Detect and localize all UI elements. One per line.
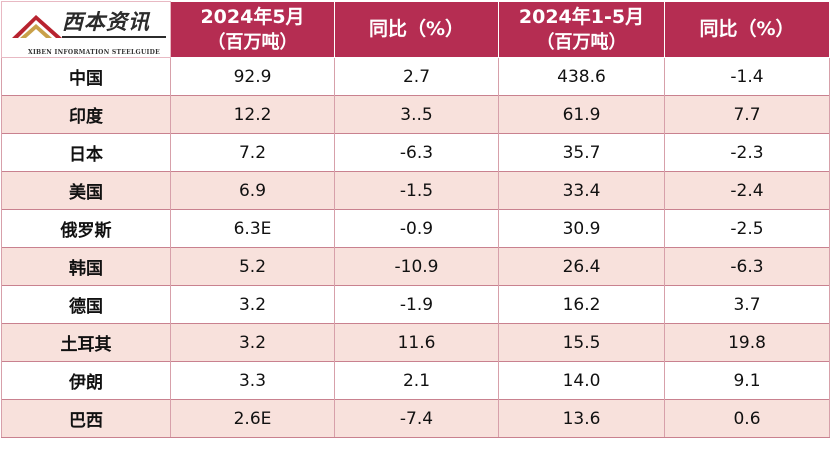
table-row: 韩国 5.2 -10.9 26.4 -6.3 bbox=[1, 247, 830, 286]
may-yoy-cell: 11.6 bbox=[334, 323, 499, 362]
ytd-yoy-cell: 19.8 bbox=[664, 323, 830, 362]
may-output-cell: 6.3E bbox=[170, 209, 335, 248]
country-cell: 俄罗斯 bbox=[1, 209, 171, 248]
logo-english-text: XIBEN INFORMATION STEELGUIDE bbox=[28, 40, 160, 65]
logo-english-small: STEELGUIDE bbox=[111, 48, 160, 56]
ytd-yoy-cell: 0.6 bbox=[664, 399, 830, 438]
country-cell: 伊朗 bbox=[1, 361, 171, 400]
ytd-yoy-cell: -2.5 bbox=[664, 209, 830, 248]
may-yoy-cell: -1.9 bbox=[334, 285, 499, 324]
ytd-output-cell: 33.4 bbox=[498, 171, 665, 210]
roof-logo-icon bbox=[12, 14, 62, 38]
table-row: 德国 3.2 -1.9 16.2 3.7 bbox=[1, 285, 830, 324]
logo-underline bbox=[62, 35, 166, 38]
ytd-output-cell: 15.5 bbox=[498, 323, 665, 362]
may-yoy-cell: -10.9 bbox=[334, 247, 499, 286]
country-cell: 巴西 bbox=[1, 399, 171, 438]
ytd-output-cell: 26.4 bbox=[498, 247, 665, 286]
may-output-cell: 3.3 bbox=[170, 361, 335, 400]
ytd-yoy-cell: -6.3 bbox=[664, 247, 830, 286]
may-output-cell: 3.2 bbox=[170, 323, 335, 362]
header-ytd-output: 2024年1-5月 （百万吨） bbox=[498, 1, 665, 58]
logo-english-main: XIBEN INFORMATION bbox=[28, 48, 110, 56]
header-may-line1: 2024年5月 bbox=[200, 5, 305, 28]
ytd-output-cell: 16.2 bbox=[498, 285, 665, 324]
may-output-cell: 12.2 bbox=[170, 95, 335, 134]
may-yoy-cell: -0.9 bbox=[334, 209, 499, 248]
may-yoy-cell: -1.5 bbox=[334, 171, 499, 210]
logo-cell: 西本资讯 XIBEN INFORMATION STEELGUIDE bbox=[1, 1, 171, 58]
country-cell: 德国 bbox=[1, 285, 171, 324]
ytd-output-cell: 438.6 bbox=[498, 57, 665, 96]
ytd-yoy-cell: -2.3 bbox=[664, 133, 830, 172]
ytd-output-cell: 35.7 bbox=[498, 133, 665, 172]
may-yoy-cell: 2.1 bbox=[334, 361, 499, 400]
table-row: 印度 12.2 3..5 61.9 7.7 bbox=[1, 95, 830, 134]
header-may-line2: （百万吨） bbox=[207, 31, 298, 53]
header-ytd-line1: 2024年1-5月 bbox=[518, 5, 645, 28]
header-ytd-yoy: 同比（%） bbox=[664, 1, 830, 58]
table-header-row: 西本资讯 XIBEN INFORMATION STEELGUIDE 2024年5… bbox=[1, 1, 830, 58]
country-cell: 美国 bbox=[1, 171, 171, 210]
header-ytd-line2: （百万吨） bbox=[536, 31, 627, 53]
ytd-yoy-cell: 9.1 bbox=[664, 361, 830, 400]
may-output-cell: 2.6E bbox=[170, 399, 335, 438]
country-cell: 土耳其 bbox=[1, 323, 171, 362]
may-output-cell: 7.2 bbox=[170, 133, 335, 172]
may-yoy-cell: 3..5 bbox=[334, 95, 499, 134]
ytd-output-cell: 14.0 bbox=[498, 361, 665, 400]
table-row: 巴西 2.6E -7.4 13.6 0.6 bbox=[1, 399, 830, 438]
ytd-output-cell: 13.6 bbox=[498, 399, 665, 438]
logo-chinese-text: 西本资讯 bbox=[62, 8, 150, 34]
may-output-cell: 3.2 bbox=[170, 285, 335, 324]
ytd-yoy-cell: -1.4 bbox=[664, 57, 830, 96]
may-output-cell: 92.9 bbox=[170, 57, 335, 96]
may-yoy-cell: -6.3 bbox=[334, 133, 499, 172]
header-may-yoy: 同比（%） bbox=[334, 1, 499, 58]
table-row: 伊朗 3.3 2.1 14.0 9.1 bbox=[1, 361, 830, 400]
steel-output-table: 西本资讯 XIBEN INFORMATION STEELGUIDE 2024年5… bbox=[1, 1, 830, 438]
may-yoy-cell: -7.4 bbox=[334, 399, 499, 438]
header-may-output: 2024年5月 （百万吨） bbox=[170, 1, 335, 58]
table-row: 俄罗斯 6.3E -0.9 30.9 -2.5 bbox=[1, 209, 830, 248]
country-cell: 日本 bbox=[1, 133, 171, 172]
table-row: 中国 92.9 2.7 438.6 -1.4 bbox=[1, 57, 830, 96]
may-yoy-cell: 2.7 bbox=[334, 57, 499, 96]
table-row: 日本 7.2 -6.3 35.7 -2.3 bbox=[1, 133, 830, 172]
ytd-yoy-cell: -2.4 bbox=[664, 171, 830, 210]
may-output-cell: 5.2 bbox=[170, 247, 335, 286]
country-cell: 韩国 bbox=[1, 247, 171, 286]
table-row: 土耳其 3.2 11.6 15.5 19.8 bbox=[1, 323, 830, 362]
ytd-yoy-cell: 3.7 bbox=[664, 285, 830, 324]
ytd-yoy-cell: 7.7 bbox=[664, 95, 830, 134]
table-row: 美国 6.9 -1.5 33.4 -2.4 bbox=[1, 171, 830, 210]
xiben-logo: 西本资讯 XIBEN INFORMATION STEELGUIDE bbox=[6, 7, 166, 56]
ytd-output-cell: 61.9 bbox=[498, 95, 665, 134]
may-output-cell: 6.9 bbox=[170, 171, 335, 210]
country-cell: 印度 bbox=[1, 95, 171, 134]
ytd-output-cell: 30.9 bbox=[498, 209, 665, 248]
